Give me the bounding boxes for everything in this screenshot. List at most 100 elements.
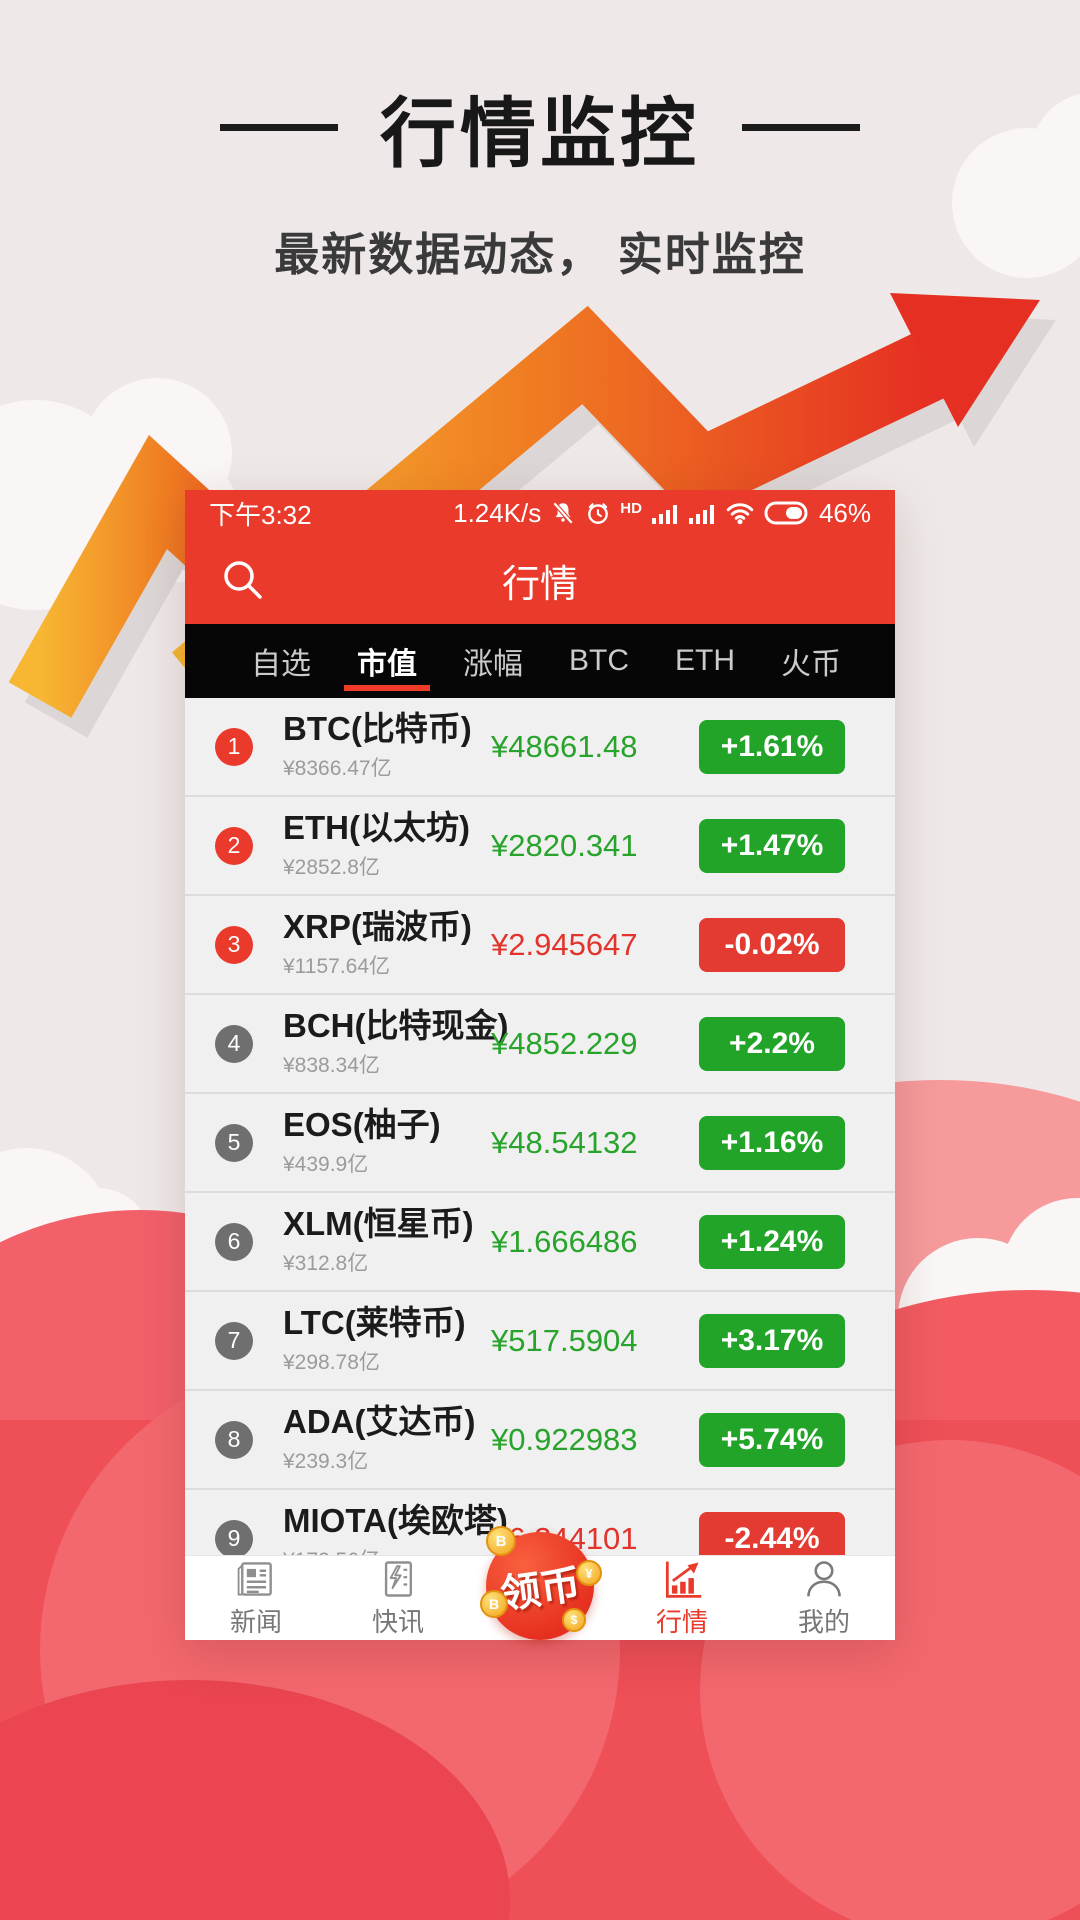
status-time: 下午3:32 <box>209 499 312 530</box>
coin-price: ¥2820.341 <box>491 827 638 863</box>
nav-item-logo[interactable]: 领币 B ¥ B $ <box>469 1526 611 1640</box>
nav-item-market[interactable]: 行情 <box>611 1556 753 1640</box>
change-badge[interactable]: +1.61% <box>699 719 845 774</box>
net-speed-label: 1.24K/s <box>453 497 542 528</box>
coin-market-cap: ¥298.78亿 <box>283 1351 380 1375</box>
rank-badge: 3 <box>215 925 253 964</box>
change-badge[interactable]: +1.16% <box>699 1115 845 1170</box>
rank-badge: 5 <box>215 1123 253 1162</box>
rank-badge: 6 <box>215 1222 253 1261</box>
coin-price: ¥4852.229 <box>491 1025 638 1061</box>
coin-row[interactable]: 7 LTC(莱特币) ¥298.78亿 ¥517.5904 +3.17% <box>185 1292 895 1391</box>
coin-name: XLM(恒星币) <box>283 1204 474 1242</box>
coin-name: ADA(艾达币) <box>283 1402 476 1440</box>
coin-icon: ¥ <box>576 1560 602 1586</box>
tab-gainers[interactable]: 涨幅 <box>463 648 523 681</box>
coin-market-cap: ¥2852.8亿 <box>283 856 380 880</box>
coin-row[interactable]: 2 ETH(以太坊) ¥2852.8亿 ¥2820.341 +1.47% <box>185 797 895 896</box>
news-icon <box>237 1562 272 1596</box>
status-icons: 1.24K/s HD <box>453 498 871 529</box>
title-dash-right <box>742 123 860 131</box>
hd-label: HD <box>620 499 642 517</box>
coin-price: ¥1.666486 <box>491 1223 638 1259</box>
hero: 行情监控 最新数据动态， 实时监控 <box>0 72 1080 283</box>
coin-name: LTC(莱特币) <box>283 1303 466 1341</box>
coin-market-cap: ¥8366.47亿 <box>283 757 392 781</box>
nav-label: 我的 <box>797 1607 850 1637</box>
coin-market-cap: ¥239.3亿 <box>283 1450 369 1474</box>
change-badge[interactable]: +3.17% <box>699 1313 845 1368</box>
coin-name: EOS(柚子) <box>283 1105 441 1143</box>
status-bar: 下午3:32 1.24K/s HD <box>185 490 895 536</box>
flash-news-icon <box>384 1561 413 1597</box>
phone-mockup: 下午3:32 1.24K/s HD <box>185 490 895 1640</box>
wifi-icon <box>726 503 754 525</box>
rank-badge: 4 <box>215 1024 253 1063</box>
change-badge[interactable]: +5.74% <box>699 1412 845 1467</box>
muted-bell-icon <box>552 501 574 525</box>
nav-label: 行情 <box>655 1607 708 1637</box>
signal-icon <box>688 505 714 524</box>
coin-info: LTC(莱特币) ¥298.78亿 <box>283 1303 491 1376</box>
tab-bar: 自选 市值 涨幅 BTC ETH 火币 <box>185 624 895 698</box>
tab-eth[interactable]: ETH <box>675 644 735 677</box>
rank-badge: 8 <box>215 1420 253 1459</box>
tab-huobi[interactable]: 火币 <box>781 648 841 681</box>
coin-info: BTC(比特币) ¥8366.47亿 <box>283 709 491 782</box>
nav-item-profile[interactable]: 我的 <box>753 1556 895 1640</box>
tab-market-cap[interactable]: 市值 <box>357 624 417 698</box>
tab-btc[interactable]: BTC <box>569 644 629 677</box>
nav-item-news[interactable]: 新闻 <box>185 1556 327 1640</box>
bottom-nav: 新闻 快讯 领币 B ¥ B $ <box>185 1526 895 1640</box>
coin-info: XRP(瑞波币) ¥1157.64亿 <box>283 907 491 980</box>
coin-market-cap: ¥838.34亿 <box>283 1054 380 1078</box>
coin-info: BCH(比特现金) ¥838.34亿 <box>283 1006 509 1079</box>
coin-price: ¥2.945647 <box>491 926 638 962</box>
coin-name: XRP(瑞波币) <box>283 907 472 945</box>
search-button[interactable] <box>219 557 265 603</box>
nav-label: 快讯 <box>371 1607 424 1637</box>
coin-market-cap: ¥1157.64亿 <box>283 955 391 979</box>
battery-percent: 46% <box>818 497 871 528</box>
coin-info: EOS(柚子) ¥439.9亿 <box>283 1105 491 1178</box>
change-badge[interactable]: -0.02% <box>699 917 845 972</box>
nav-item-flash-news[interactable]: 快讯 <box>327 1556 469 1640</box>
coin-info: ADA(艾达币) ¥239.3亿 <box>283 1402 491 1475</box>
profile-icon <box>807 1561 841 1597</box>
page-subtitle: 最新数据动态， 实时监控 <box>274 229 806 280</box>
coin-row[interactable]: 3 XRP(瑞波币) ¥1157.64亿 ¥2.945647 -0.02% <box>185 896 895 995</box>
coin-row[interactable]: 1 BTC(比特币) ¥8366.47亿 ¥48661.48 +1.61% <box>185 698 895 797</box>
coin-row[interactable]: 8 ADA(艾达币) ¥239.3亿 ¥0.922983 +5.74% <box>185 1391 895 1490</box>
coin-price: ¥48661.48 <box>491 728 638 764</box>
app-logo: 领币 B ¥ B $ <box>480 1526 602 1640</box>
coin-market-cap: ¥312.8亿 <box>283 1252 369 1276</box>
change-badge[interactable]: +1.47% <box>699 818 845 873</box>
coin-name: BCH(比特现金) <box>283 1006 509 1044</box>
coin-row[interactable]: 5 EOS(柚子) ¥439.9亿 ¥48.54132 +1.16% <box>185 1094 895 1193</box>
search-icon <box>224 561 262 599</box>
app-bar: 行情 <box>185 536 895 624</box>
alarm-clock-icon <box>588 503 609 524</box>
coin-name: BTC(比特币) <box>283 709 472 747</box>
coin-row[interactable]: 6 XLM(恒星币) ¥312.8亿 ¥1.666486 +1.24% <box>185 1193 895 1292</box>
coin-info: MIOTA(埃欧塔) ¥172.56亿 <box>283 1502 508 1555</box>
coin-list: 1 BTC(比特币) ¥8366.47亿 ¥48661.48 +1.61% 2 … <box>185 698 895 1555</box>
coin-market-cap: ¥172.56亿 <box>283 1544 491 1555</box>
title-dash-left <box>220 123 338 131</box>
coin-info: ETH(以太坊) ¥2852.8亿 <box>283 808 491 881</box>
coin-name: ETH(以太坊) <box>283 808 470 846</box>
tab-favorites[interactable]: 自选 <box>251 648 311 681</box>
nav-label: 新闻 <box>229 1607 282 1637</box>
app-bar-title: 行情 <box>501 563 578 606</box>
coin-price: ¥0.922983 <box>491 1421 638 1457</box>
change-badge[interactable]: +1.24% <box>699 1214 845 1269</box>
coin-row[interactable]: 4 BCH(比特现金) ¥838.34亿 ¥4852.229 +2.2% <box>185 995 895 1094</box>
rank-badge: 7 <box>215 1321 253 1360</box>
change-badge[interactable]: +2.2% <box>699 1016 845 1071</box>
change-badge[interactable]: -2.44% <box>699 1511 845 1555</box>
rank-badge: 2 <box>215 826 253 865</box>
rank-badge: 9 <box>215 1519 253 1555</box>
coin-icon: B <box>486 1526 516 1556</box>
coin-price: ¥517.5904 <box>491 1322 638 1358</box>
